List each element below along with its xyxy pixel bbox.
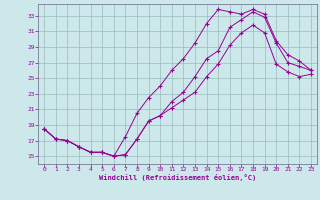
X-axis label: Windchill (Refroidissement éolien,°C): Windchill (Refroidissement éolien,°C): [99, 174, 256, 181]
